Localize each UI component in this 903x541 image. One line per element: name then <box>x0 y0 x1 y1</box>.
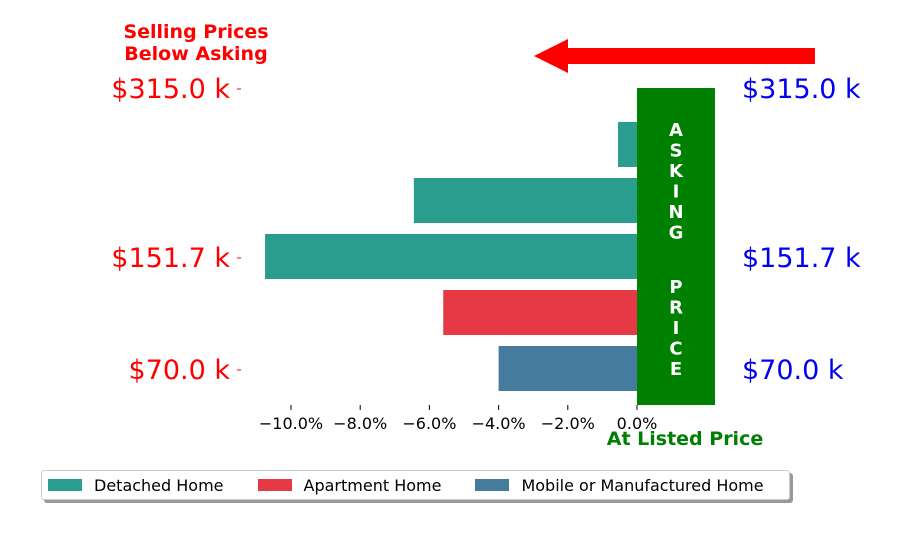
bar-1 <box>413 178 637 223</box>
legend-swatch-mobile <box>475 479 510 491</box>
banner-letter-9: I <box>673 318 680 339</box>
banner-letter-3: I <box>673 182 680 203</box>
banner-letter-5: G <box>669 223 684 244</box>
x-tick-label-2: −6.0% <box>402 414 456 433</box>
legend-label-mobile: Mobile or Manufactured Home <box>521 475 764 495</box>
chart-title-line-2: Below Asking <box>124 43 267 65</box>
banner-letter-11: E <box>670 359 682 380</box>
x-tick-label-4: −2.0% <box>541 414 595 433</box>
price-label-left-2: $70.0 k <box>128 355 230 386</box>
banner-letter-7: P <box>669 277 682 298</box>
x-tick-label-5: 0.0% <box>617 414 658 433</box>
legend-label-detached: Detached Home <box>94 475 224 495</box>
price-label-right-0: $315.0 k <box>742 74 861 105</box>
bar-3 <box>443 290 637 335</box>
price-label-left-0: $315.0 k <box>111 74 230 105</box>
x-tick-label-0: −10.0% <box>259 414 323 433</box>
price-label-left-1: $151.7 k <box>111 243 230 274</box>
at-listed-price-label: At Listed Price <box>607 428 763 450</box>
banner-letter-10: C <box>669 339 682 360</box>
price-label-right-1: $151.7 k <box>742 243 861 274</box>
legend-label-apartment: Apartment Home <box>303 475 442 495</box>
legend-item-detached: Detached Home <box>48 476 224 495</box>
bar-0 <box>617 122 637 167</box>
price-label-right-2: $70.0 k <box>742 355 844 386</box>
chart-title-line-1: Selling Prices <box>123 21 268 43</box>
banner-letter-8: R <box>669 298 683 319</box>
left-arrow-icon <box>534 39 815 73</box>
legend-item-mobile: Mobile or Manufactured Home <box>475 475 764 495</box>
legend-item-apartment: Apartment Home <box>257 475 442 495</box>
x-tick-label-1: −8.0% <box>333 414 387 433</box>
banner-letter-4: N <box>668 202 683 223</box>
bar-2 <box>265 234 637 279</box>
legend: Detached Home Apartment Home Mobile or M… <box>41 470 790 500</box>
legend-swatch-apartment <box>257 479 292 491</box>
asking-price-banner <box>637 88 715 405</box>
bar-4 <box>498 346 637 391</box>
x-tick-label-3: −4.0% <box>472 414 526 433</box>
banner-letter-1: S <box>670 141 683 162</box>
banner-letter-0: A <box>669 120 683 141</box>
banner-letter-2: K <box>669 161 684 182</box>
legend-swatch-detached <box>48 479 82 491</box>
